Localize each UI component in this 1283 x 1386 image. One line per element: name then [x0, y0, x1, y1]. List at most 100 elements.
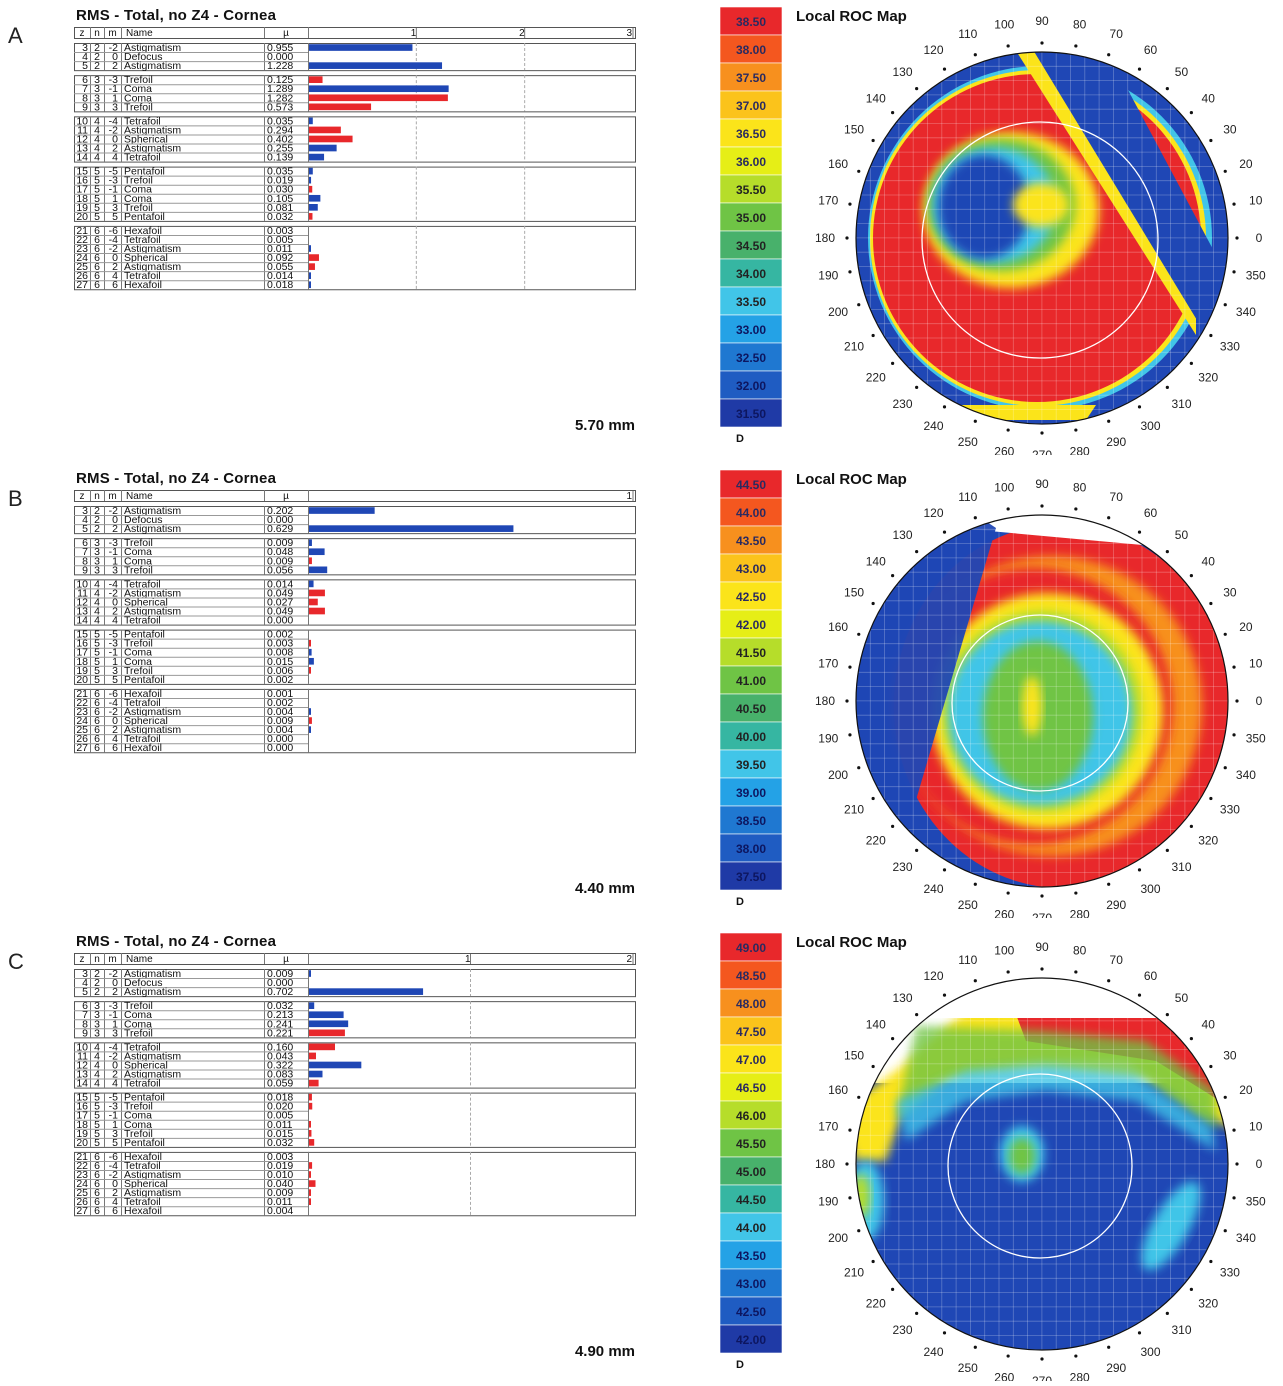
cell-value: 0.009 [267, 715, 293, 727]
angle-tick-dot [1165, 87, 1169, 91]
scale-value: 45.50 [736, 1137, 766, 1151]
angle-tick-dot [891, 361, 895, 365]
angle-tick-dot [1165, 848, 1169, 852]
scale-step: 38.00 [719, 833, 783, 863]
header-m: m [108, 28, 116, 39]
cell-value: 0.056 [267, 564, 293, 576]
scale-swatch [719, 230, 783, 260]
scale-value: 44.00 [736, 1221, 766, 1235]
cell-m: -4 [109, 697, 118, 709]
cell-m: 5 [112, 211, 118, 223]
angle-tick-dot [845, 1162, 849, 1166]
angle-label: 280 [1070, 1371, 1090, 1381]
scale-swatch [719, 202, 783, 232]
coefficient-bar [309, 62, 443, 69]
angle-label: 310 [1171, 397, 1191, 411]
pupil-diameter-label: 4.90 mm [574, 1343, 635, 1360]
map-outline [855, 51, 1229, 425]
angle-tick-dot [1107, 419, 1111, 423]
scale-unit-label: D [736, 896, 744, 908]
cell-n: 6 [94, 688, 100, 700]
cell-name: Astigmatism [124, 587, 181, 599]
cell-m: -4 [109, 1041, 118, 1053]
angle-tick-dot [1209, 1259, 1213, 1264]
coefficient-bar [309, 281, 311, 289]
cell-z: 19 [76, 1128, 88, 1140]
scale-unit-label: D [736, 433, 744, 445]
scale-swatch [719, 553, 783, 583]
coefficient-bar [309, 1198, 311, 1205]
cell-value: 0.032 [267, 211, 293, 223]
cell-value: 0.000 [267, 514, 293, 526]
scale-value: 44.50 [736, 1193, 766, 1207]
cell-value: 0.083 [267, 1069, 293, 1081]
angle-tick-dot [1189, 1287, 1193, 1291]
cell-z: 16 [76, 175, 88, 187]
scale-swatch [719, 62, 783, 92]
cell-value: 0.000 [267, 742, 293, 754]
cell-z: 4 [82, 977, 88, 989]
cell-value: 0.160 [267, 1041, 293, 1053]
scale-swatch [719, 34, 783, 64]
scale-value: 38.00 [736, 842, 766, 856]
angle-label: 30 [1223, 123, 1237, 137]
scale-step: 35.00 [719, 202, 783, 232]
cell-value: 0.003 [267, 638, 293, 650]
angle-label: 170 [818, 656, 838, 670]
cell-value: 0.221 [267, 1027, 293, 1039]
angle-label: 200 [828, 768, 848, 782]
cell-z: 10 [76, 115, 88, 127]
angle-tick-dot [1074, 428, 1078, 432]
cell-z: 7 [82, 546, 88, 558]
cell-n: 4 [94, 578, 100, 590]
cell-value: 0.009 [267, 537, 293, 549]
angle-label: 90 [1035, 940, 1049, 954]
cell-name: Trefoil [124, 74, 153, 86]
angle-tick-dot [1209, 796, 1213, 801]
scale-value: 46.50 [736, 1081, 766, 1095]
angle-label: 130 [892, 528, 912, 542]
angle-label: 270 [1032, 448, 1052, 455]
rms-chart-title: RMS - Total, no Z4 - Cornea [76, 7, 277, 24]
cell-name: Coma [124, 1110, 152, 1122]
cell-z: 3 [82, 42, 88, 54]
cell-n: 6 [94, 279, 100, 291]
map-zone [896, 1026, 1216, 1131]
coefficient-bar [309, 667, 311, 674]
cell-value: 0.014 [267, 270, 293, 282]
scale-step: 45.50 [719, 1128, 783, 1158]
roc-map: 0 10 20 30 40 50 60 70 80 90 100 110 120 130 140 150 160… [815, 940, 1266, 1381]
scale-swatch [719, 609, 783, 639]
cell-name: Coma [124, 193, 152, 205]
cell-value: 0.055 [267, 261, 293, 273]
cell-m: 2 [112, 1069, 118, 1081]
coefficient-bar [309, 557, 312, 565]
cell-z: 8 [82, 555, 88, 567]
table-header [74, 490, 636, 502]
cell-value: 0.032 [267, 1000, 293, 1012]
cell-name: Trefoil [124, 175, 153, 187]
scale-value: 44.50 [736, 478, 766, 492]
coefficient-bar [309, 970, 311, 977]
scale-value: 31.50 [736, 407, 766, 421]
cell-value: 0.008 [267, 647, 293, 659]
angle-tick-dot [915, 550, 919, 554]
cell-name: Trefoil [124, 1000, 153, 1012]
angle-label: 140 [866, 555, 886, 569]
cell-n: 3 [94, 101, 100, 113]
map-zone [1006, 52, 1196, 335]
cell-m: -3 [109, 638, 118, 650]
scale-value: 37.50 [736, 870, 766, 884]
cell-n: 5 [94, 1110, 100, 1122]
angle-tick-dot [871, 138, 875, 143]
cell-z: 18 [76, 1119, 88, 1131]
scale-swatch [719, 469, 783, 499]
cell-value: 0.032 [267, 1137, 293, 1149]
cell-n: 4 [94, 133, 100, 145]
color-scale: 38.50 38.00 37.50 37.00 36.50 36.00 35.50 35.00… [719, 6, 783, 428]
cell-z: 26 [76, 733, 88, 745]
cell-m: 2 [112, 606, 118, 618]
angle-label: 210 [844, 340, 864, 354]
cell-z: 11 [77, 587, 88, 599]
